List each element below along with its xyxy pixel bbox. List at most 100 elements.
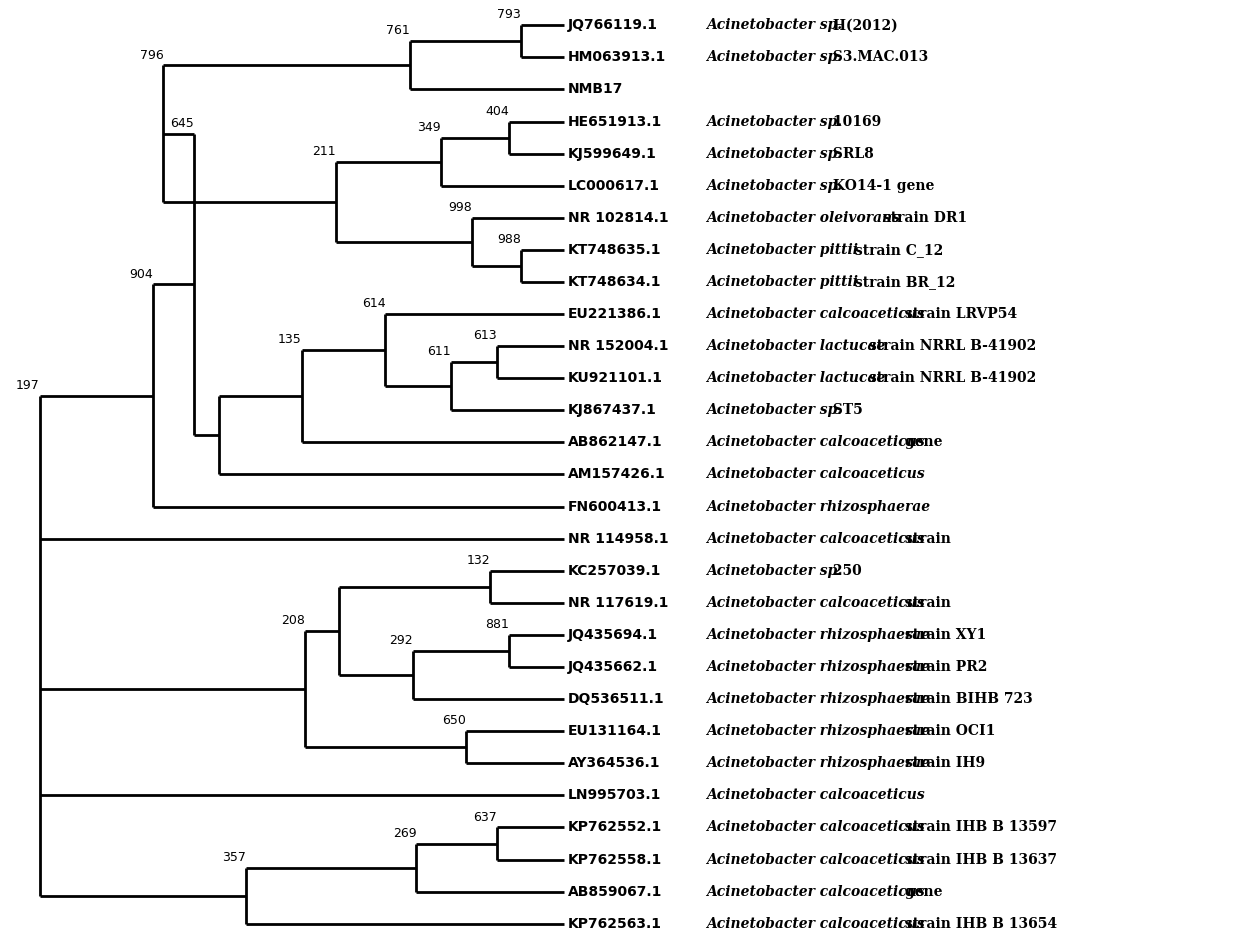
Text: 614: 614	[362, 297, 386, 310]
Text: Acinetobacter pittii: Acinetobacter pittii	[707, 243, 858, 257]
Text: 292: 292	[389, 634, 413, 647]
Text: strain DR1: strain DR1	[878, 211, 967, 225]
Text: strain NRRL B-41902: strain NRRL B-41902	[864, 371, 1037, 385]
Text: EU131164.1: EU131164.1	[568, 724, 662, 738]
Text: NMB17: NMB17	[568, 83, 624, 97]
Text: strain BR_12: strain BR_12	[849, 275, 955, 288]
Text: 132: 132	[466, 554, 490, 567]
Text: Acinetobacter calcoaceticus: Acinetobacter calcoaceticus	[707, 821, 925, 834]
Text: Acinetobacter calcoaceticus: Acinetobacter calcoaceticus	[707, 884, 925, 899]
Text: NR 102814.1: NR 102814.1	[568, 211, 668, 225]
Text: 650: 650	[441, 715, 466, 727]
Text: 269: 269	[393, 827, 417, 840]
Text: strain LRVP54: strain LRVP54	[900, 307, 1017, 321]
Text: Acinetobacter rhizosphaerae: Acinetobacter rhizosphaerae	[707, 724, 930, 738]
Text: Acinetobacter calcoaceticus: Acinetobacter calcoaceticus	[707, 852, 925, 866]
Text: AB859067.1: AB859067.1	[568, 884, 662, 899]
Text: 998: 998	[448, 201, 472, 214]
Text: Acinetobacter rhizosphaerae: Acinetobacter rhizosphaerae	[707, 499, 930, 513]
Text: KP762563.1: KP762563.1	[568, 917, 662, 931]
Text: 197: 197	[16, 379, 40, 392]
Text: FN600413.1: FN600413.1	[568, 499, 662, 513]
Text: Acinetobacter calcoaceticus: Acinetobacter calcoaceticus	[707, 531, 925, 546]
Text: Acinetobacter rhizosphaerae: Acinetobacter rhizosphaerae	[707, 628, 930, 642]
Text: EU221386.1: EU221386.1	[568, 307, 662, 321]
Text: 250: 250	[828, 564, 862, 578]
Text: H(2012): H(2012)	[828, 18, 898, 32]
Text: 357: 357	[222, 850, 246, 864]
Text: HE651913.1: HE651913.1	[568, 115, 662, 128]
Text: KO14-1 gene: KO14-1 gene	[828, 178, 935, 193]
Text: S3.MAC.013: S3.MAC.013	[828, 50, 929, 65]
Text: NR 114958.1: NR 114958.1	[568, 531, 668, 546]
Text: AY364536.1: AY364536.1	[568, 756, 661, 771]
Text: Acinetobacter calcoaceticus: Acinetobacter calcoaceticus	[707, 596, 925, 610]
Text: Acinetobacter sp.: Acinetobacter sp.	[707, 146, 842, 160]
Text: NR 117619.1: NR 117619.1	[568, 596, 668, 610]
Text: AM157426.1: AM157426.1	[568, 468, 666, 481]
Text: ST5: ST5	[828, 403, 863, 418]
Text: strain C_12: strain C_12	[849, 243, 942, 257]
Text: strain XY1: strain XY1	[900, 628, 986, 642]
Text: strain IHB B 13654: strain IHB B 13654	[900, 917, 1056, 931]
Text: 613: 613	[472, 329, 496, 343]
Text: Acinetobacter calcoaceticus: Acinetobacter calcoaceticus	[707, 789, 925, 803]
Text: KJ867437.1: KJ867437.1	[568, 403, 657, 418]
Text: AB862147.1: AB862147.1	[568, 436, 662, 450]
Text: Acinetobacter sp.: Acinetobacter sp.	[707, 115, 842, 128]
Text: Acinetobacter sp.: Acinetobacter sp.	[707, 50, 842, 65]
Text: 211: 211	[312, 145, 336, 158]
Text: Acinetobacter rhizosphaerae: Acinetobacter rhizosphaerae	[707, 661, 930, 674]
Text: 793: 793	[497, 9, 521, 22]
Text: 404: 404	[485, 104, 508, 118]
Text: 761: 761	[387, 25, 410, 37]
Text: Acinetobacter pittii: Acinetobacter pittii	[707, 275, 858, 288]
Text: 10169: 10169	[828, 115, 882, 128]
Text: Acinetobacter lactucae: Acinetobacter lactucae	[707, 371, 885, 385]
Text: 881: 881	[485, 618, 508, 631]
Text: Acinetobacter oleivorans: Acinetobacter oleivorans	[707, 211, 900, 225]
Text: JQ766119.1: JQ766119.1	[568, 18, 658, 32]
Text: KP762552.1: KP762552.1	[568, 821, 662, 834]
Text: 637: 637	[472, 810, 496, 824]
Text: KC257039.1: KC257039.1	[568, 564, 661, 578]
Text: Acinetobacter rhizosphaerae: Acinetobacter rhizosphaerae	[707, 692, 930, 706]
Text: strain BIHB 723: strain BIHB 723	[900, 692, 1033, 706]
Text: 611: 611	[428, 345, 451, 359]
Text: Acinetobacter calcoaceticus: Acinetobacter calcoaceticus	[707, 468, 925, 481]
Text: Acinetobacter sp.: Acinetobacter sp.	[707, 403, 842, 418]
Text: strain NRRL B-41902: strain NRRL B-41902	[864, 339, 1037, 353]
Text: strain PR2: strain PR2	[900, 661, 987, 674]
Text: strain IHB B 13637: strain IHB B 13637	[900, 852, 1056, 866]
Text: SRL8: SRL8	[828, 146, 874, 160]
Text: 208: 208	[281, 614, 305, 627]
Text: NR 152004.1: NR 152004.1	[568, 339, 668, 353]
Text: KP762558.1: KP762558.1	[568, 852, 662, 866]
Text: Acinetobacter lactucae: Acinetobacter lactucae	[707, 339, 885, 353]
Text: gene: gene	[900, 436, 942, 450]
Text: HM063913.1: HM063913.1	[568, 50, 666, 65]
Text: KU921101.1: KU921101.1	[568, 371, 663, 385]
Text: KJ599649.1: KJ599649.1	[568, 146, 657, 160]
Text: strain IH9: strain IH9	[900, 756, 985, 771]
Text: strain: strain	[900, 531, 951, 546]
Text: Acinetobacter rhizosphaerae: Acinetobacter rhizosphaerae	[707, 756, 930, 771]
Text: JQ435694.1: JQ435694.1	[568, 628, 658, 642]
Text: DQ536511.1: DQ536511.1	[568, 692, 665, 706]
Text: LN995703.1: LN995703.1	[568, 789, 661, 803]
Text: Acinetobacter sp.: Acinetobacter sp.	[707, 564, 842, 578]
Text: strain IHB B 13597: strain IHB B 13597	[900, 821, 1056, 834]
Text: 135: 135	[278, 333, 301, 346]
Text: Acinetobacter sp.: Acinetobacter sp.	[707, 178, 842, 193]
Text: Acinetobacter sp.: Acinetobacter sp.	[707, 18, 842, 32]
Text: strain: strain	[900, 596, 951, 610]
Text: 349: 349	[418, 121, 441, 134]
Text: Acinetobacter calcoaceticus: Acinetobacter calcoaceticus	[707, 436, 925, 450]
Text: gene: gene	[900, 884, 942, 899]
Text: JQ435662.1: JQ435662.1	[568, 661, 658, 674]
Text: KT748634.1: KT748634.1	[568, 275, 662, 288]
Text: 796: 796	[140, 48, 164, 62]
Text: 988: 988	[497, 233, 521, 246]
Text: 645: 645	[170, 117, 195, 130]
Text: KT748635.1: KT748635.1	[568, 243, 662, 257]
